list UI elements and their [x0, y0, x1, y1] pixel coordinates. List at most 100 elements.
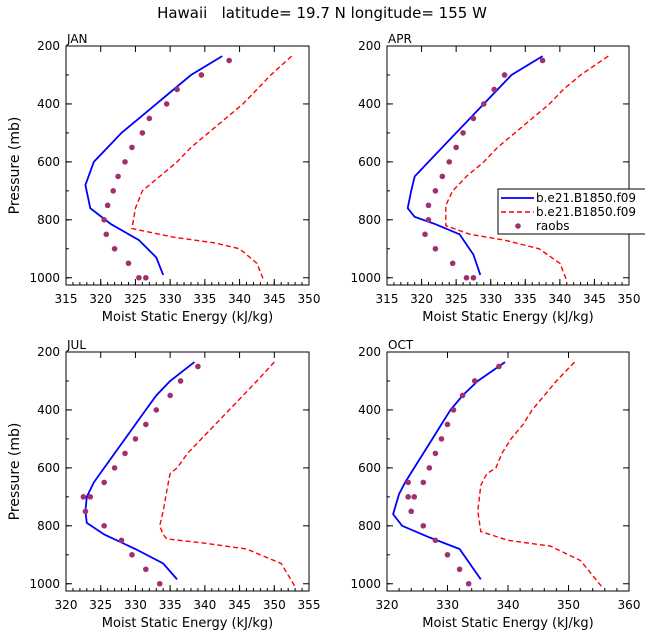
figure-title: Hawaii latitude= 19.7 N longitude= 155 W	[157, 4, 487, 22]
x-tick-label: 335	[514, 292, 537, 306]
y-tick-label: 800	[37, 213, 60, 227]
panels: 315 320 325 330 335 340 345 350 200 400 600 800 1000…	[7, 32, 640, 631]
data-point	[198, 72, 205, 78]
panel-jan: 315 320 325 330 335 340 345 350 200 400 600 800 1000…	[7, 32, 320, 325]
legend-marker-dot	[515, 223, 521, 229]
legend-box	[497, 188, 645, 235]
panel-label: APR	[388, 32, 412, 46]
x-tick-label: 335	[159, 598, 182, 612]
data-point	[110, 188, 117, 194]
x-tick-label: 330	[436, 598, 459, 612]
x-tick-label: 325	[124, 292, 147, 306]
panel-label: JUL	[66, 338, 86, 352]
data-point	[432, 450, 439, 457]
series-line-solid	[84, 361, 195, 580]
y-tick-label: 800	[358, 519, 381, 533]
y-tick-label: 200	[37, 345, 60, 359]
data-point	[539, 57, 546, 64]
y-tick-label: 200	[358, 39, 381, 53]
y-tick-label: 400	[358, 403, 381, 417]
x-tick-label: 340	[193, 598, 216, 612]
data-point	[226, 57, 232, 64]
y-tick-label: 200	[37, 39, 60, 53]
data-point	[453, 144, 459, 151]
data-point	[496, 363, 502, 370]
series-line-dashed	[131, 55, 293, 281]
data-point	[163, 101, 170, 107]
data-point	[143, 566, 149, 573]
data-point	[101, 523, 107, 529]
data-point	[122, 450, 128, 457]
series-line-dashed	[445, 55, 609, 281]
data-point	[420, 479, 427, 486]
x-tick-label: 335	[193, 292, 216, 306]
x-axis-label: Moist Static Energy (kJ/kg)	[102, 616, 273, 631]
series-raobs	[422, 57, 546, 281]
data-point	[432, 245, 439, 252]
data-point	[125, 260, 132, 267]
data-point	[82, 508, 89, 515]
data-point	[444, 551, 451, 558]
legend-label: b.e21.B1850.f09	[536, 205, 636, 219]
x-tick-label: 340	[548, 292, 571, 306]
x-tick-label: 350	[298, 292, 321, 306]
data-point	[432, 537, 439, 544]
data-point	[446, 159, 453, 165]
legend-label: b.e21.B1850.f09	[536, 191, 636, 205]
data-point	[87, 494, 94, 500]
data-point	[501, 72, 508, 78]
data-point	[80, 494, 87, 500]
data-point	[101, 217, 107, 223]
data-point	[156, 580, 163, 587]
y-axis-label: Pressure (mb)	[7, 117, 23, 215]
panel-jul: 320 325 330 335 340 345 350 355 200 400 600 800 1000…	[7, 338, 320, 631]
y-tick-label: 800	[358, 213, 381, 227]
data-point	[470, 274, 477, 281]
data-point	[101, 479, 107, 486]
data-point	[439, 173, 446, 180]
plot-frame	[65, 45, 310, 286]
data-point	[146, 115, 153, 122]
data-point	[177, 378, 184, 384]
y-tick-label: 1000	[29, 577, 60, 591]
x-tick-label: 325	[89, 598, 112, 612]
y-tick-label: 1000	[350, 577, 381, 591]
data-point	[174, 86, 180, 93]
data-point	[456, 566, 463, 573]
x-tick-label: 320	[89, 292, 112, 306]
x-tick-label: 345	[583, 292, 606, 306]
x-tick-label: 345	[263, 292, 286, 306]
data-point	[450, 407, 457, 413]
data-point	[481, 101, 487, 107]
data-point	[129, 551, 135, 558]
data-point	[425, 202, 432, 209]
panel-label: OCT	[388, 338, 414, 352]
y-tick-label: 400	[358, 97, 381, 111]
data-point	[405, 494, 411, 500]
data-point	[139, 130, 146, 136]
data-point	[420, 523, 427, 529]
y-tick-label: 600	[37, 461, 60, 475]
data-point	[465, 580, 472, 587]
x-tick-label: 350	[263, 598, 286, 612]
data-point	[432, 188, 439, 194]
y-tick-label: 400	[37, 403, 60, 417]
y-tick-label: 200	[358, 345, 381, 359]
x-axis-label: Moist Static Energy (kJ/kg)	[422, 310, 593, 325]
x-tick-label: 340	[228, 292, 251, 306]
data-point	[104, 202, 111, 209]
plot-frame	[386, 45, 630, 286]
data-point	[459, 392, 466, 399]
series-line-solid	[406, 55, 544, 276]
y-tick-label: 800	[37, 519, 60, 533]
data-point	[132, 436, 139, 442]
panel-label: JAN	[66, 32, 88, 46]
data-point	[491, 86, 497, 93]
y-tick-label: 600	[358, 155, 381, 169]
data-point	[195, 363, 201, 370]
data-point	[143, 421, 149, 428]
data-point	[471, 378, 478, 384]
y-tick-label: 400	[37, 97, 60, 111]
